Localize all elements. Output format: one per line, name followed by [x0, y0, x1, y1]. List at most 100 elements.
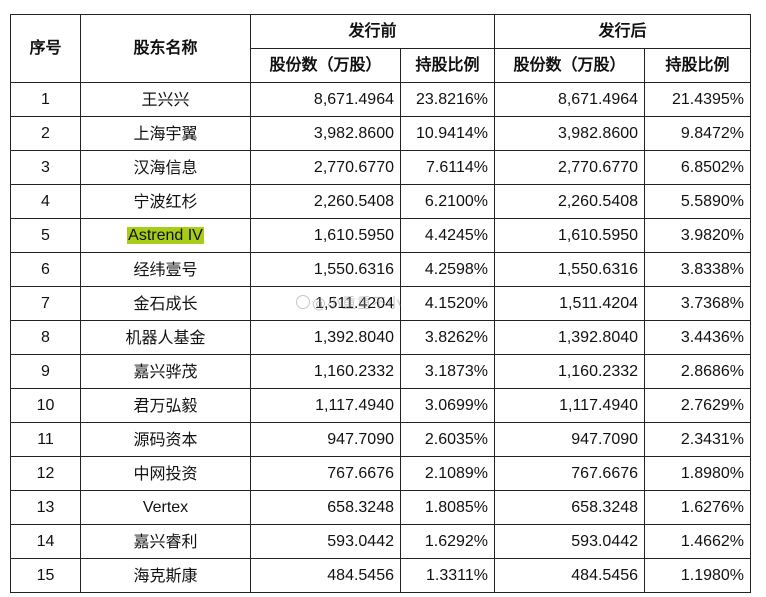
- cell-before-ratio: 2.1089%: [399, 456, 496, 491]
- cell-after-shares: 1,550.6316: [494, 252, 646, 287]
- table-row: 11 源码资本 947.7090 2.6035% 947.7090 2.3431…: [10, 422, 752, 457]
- cell-after-ratio: 1.6276%: [644, 490, 752, 525]
- cell-after-shares: 8,671.4964: [494, 82, 646, 117]
- cell-name: 中网投资: [80, 456, 251, 491]
- cell-seq: 11: [10, 422, 81, 457]
- cell-before-shares: 1,160.2332: [250, 354, 401, 389]
- cell-after-ratio: 1.4662%: [644, 524, 752, 559]
- cell-after-shares: 2,260.5408: [494, 184, 646, 219]
- cell-after-shares: 3,982.8600: [494, 116, 646, 151]
- cell-after-shares: 1,610.5950: [494, 218, 646, 253]
- cell-seq: 15: [10, 558, 81, 593]
- cell-after-ratio: 2.7629%: [644, 388, 752, 423]
- table-row: 1 王兴兴 8,671.4964 23.8216% 8,671.4964 21.…: [10, 82, 752, 117]
- table-row: 8 机器人基金 1,392.8040 3.8262% 1,392.8040 3.…: [10, 320, 752, 355]
- cell-name: 君万弘毅: [80, 388, 251, 423]
- cell-before-shares: 8,671.4964: [250, 82, 401, 117]
- cell-seq: 6: [10, 252, 81, 287]
- cell-seq: 7: [10, 286, 81, 321]
- cell-name: 源码资本: [80, 422, 251, 457]
- cell-after-shares: 767.6676: [494, 456, 646, 491]
- table-row: 13 Vertex 658.3248 1.8085% 658.3248 1.62…: [10, 490, 752, 525]
- shareholder-table: 序号 股东名称 发行前 发行后 股份数（万股） 持股比例 股份数（万股） 持股比…: [10, 14, 752, 593]
- header-before-issuance: 发行前: [249, 14, 496, 49]
- table-row: 10 君万弘毅 1,117.4940 3.0699% 1,117.4940 2.…: [10, 388, 752, 423]
- cell-before-shares: 947.7090: [250, 422, 401, 457]
- cell-before-ratio: 1.3311%: [399, 558, 496, 593]
- cell-name: 宁波红杉: [80, 184, 251, 219]
- cell-after-ratio: 9.8472%: [644, 116, 752, 151]
- cell-before-shares: 1,550.6316: [250, 252, 401, 287]
- cell-before-ratio: 1.6292%: [399, 524, 496, 559]
- header-after-ratio: 持股比例: [644, 48, 752, 83]
- cell-name: 经纬壹号: [80, 252, 251, 287]
- cell-before-shares: 658.3248: [250, 490, 401, 525]
- table-row: 7 金石成长 1,511.4204 4.1520% 1,511.4204 3.7…: [10, 286, 752, 321]
- cell-name: 海克斯康: [80, 558, 251, 593]
- cell-name: 嘉兴骅茂: [80, 354, 251, 389]
- cell-name: 王兴兴: [80, 82, 251, 117]
- table-row: 2 上海宇翼 3,982.8600 10.9414% 3,982.8600 9.…: [10, 116, 752, 151]
- cell-name: 机器人基金: [80, 320, 251, 355]
- cell-before-shares: 2,260.5408: [250, 184, 401, 219]
- cell-after-ratio: 3.8338%: [644, 252, 752, 287]
- table-row: 4 宁波红杉 2,260.5408 6.2100% 2,260.5408 5.5…: [10, 184, 752, 219]
- cell-before-ratio: 4.4245%: [399, 218, 496, 253]
- table-row: 3 汉海信息 2,770.6770 7.6114% 2,770.6770 6.8…: [10, 150, 752, 185]
- cell-after-ratio: 3.4436%: [644, 320, 752, 355]
- cell-after-shares: 593.0442: [494, 524, 646, 559]
- cell-seq: 14: [10, 524, 81, 559]
- cell-before-ratio: 23.8216%: [399, 82, 496, 117]
- cell-before-shares: 1,117.4940: [250, 388, 401, 423]
- cell-before-ratio: 3.8262%: [399, 320, 496, 355]
- header-after-shares: 股份数（万股）: [494, 48, 646, 83]
- cell-after-shares: 2,770.6770: [494, 150, 646, 185]
- cell-after-shares: 947.7090: [494, 422, 646, 457]
- cell-after-shares: 658.3248: [494, 490, 646, 525]
- header-before-ratio: 持股比例: [399, 48, 496, 83]
- cell-before-shares: 2,770.6770: [250, 150, 401, 185]
- cell-before-ratio: 6.2100%: [399, 184, 496, 219]
- cell-before-ratio: 7.6114%: [399, 150, 496, 185]
- cell-after-ratio: 5.5890%: [644, 184, 752, 219]
- cell-after-ratio: 1.8980%: [644, 456, 752, 491]
- cell-name: 金石成长: [80, 286, 251, 321]
- cell-seq: 9: [10, 354, 81, 389]
- cell-name: Astrend IV: [80, 218, 251, 253]
- header-after-issuance: 发行后: [494, 14, 752, 49]
- cell-before-shares: 593.0442: [250, 524, 401, 559]
- table-row: 6 经纬壹号 1,550.6316 4.2598% 1,550.6316 3.8…: [10, 252, 752, 287]
- cell-after-ratio: 2.3431%: [644, 422, 752, 457]
- cell-after-ratio: 3.7368%: [644, 286, 752, 321]
- header-before-shares: 股份数（万股）: [250, 48, 401, 83]
- cell-after-shares: 1,117.4940: [494, 388, 646, 423]
- cell-before-ratio: 4.2598%: [399, 252, 496, 287]
- cell-after-ratio: 2.8686%: [644, 354, 752, 389]
- cell-seq: 2: [10, 116, 81, 151]
- cell-before-ratio: 10.9414%: [399, 116, 496, 151]
- cell-seq: 10: [10, 388, 81, 423]
- cell-before-shares: 3,982.8600: [250, 116, 401, 151]
- header-shareholder-name: 股东名称: [80, 14, 251, 83]
- highlighted-name: Astrend IV: [127, 227, 204, 244]
- cell-seq: 4: [10, 184, 81, 219]
- cell-seq: 3: [10, 150, 81, 185]
- cell-before-ratio: 3.1873%: [399, 354, 496, 389]
- cell-before-shares: 1,610.5950: [250, 218, 401, 253]
- cell-before-ratio: 2.6035%: [399, 422, 496, 457]
- cell-after-ratio: 3.9820%: [644, 218, 752, 253]
- cell-after-shares: 484.5456: [494, 558, 646, 593]
- table-row: 14 嘉兴睿利 593.0442 1.6292% 593.0442 1.4662…: [10, 524, 752, 559]
- table-row: 12 中网投资 767.6676 2.1089% 767.6676 1.8980…: [10, 456, 752, 491]
- cell-name: 上海宇翼: [80, 116, 251, 151]
- cell-before-ratio: 1.8085%: [399, 490, 496, 525]
- cell-name: 汉海信息: [80, 150, 251, 185]
- cell-after-ratio: 1.1980%: [644, 558, 752, 593]
- header-seq: 序号: [10, 14, 81, 83]
- cell-before-shares: 1,392.8040: [250, 320, 401, 355]
- cell-after-shares: 1,160.2332: [494, 354, 646, 389]
- cell-name: Vertex: [80, 490, 251, 525]
- cell-seq: 13: [10, 490, 81, 525]
- cell-seq: 5: [10, 218, 81, 253]
- cell-before-shares: 1,511.4204: [250, 286, 401, 321]
